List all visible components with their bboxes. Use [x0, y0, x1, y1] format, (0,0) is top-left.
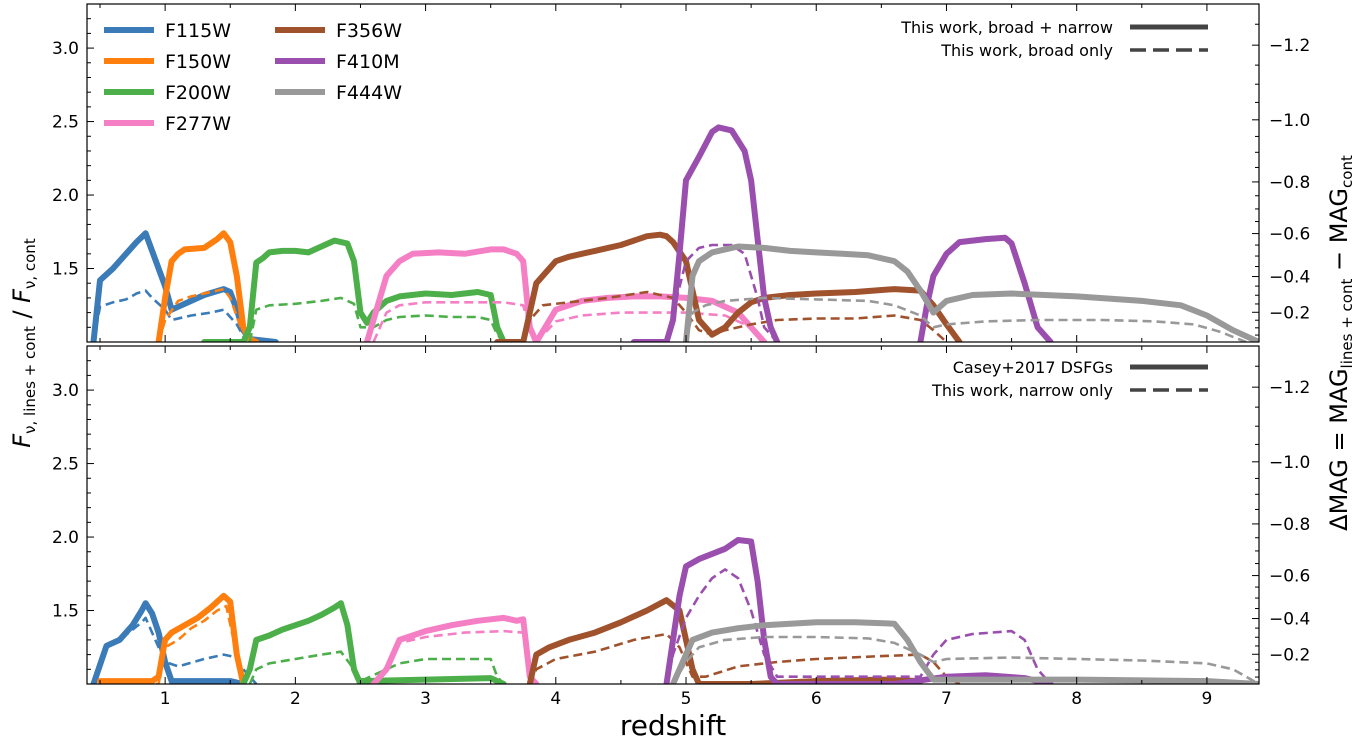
x-tick-label: 3 — [420, 689, 431, 709]
top-series-f115w-dashed-1 — [92, 289, 257, 342]
top-panel: 1.5 2.0 2.5 3.0 −0.2 −0.4 −0.6 −0.8 −1.0 −1.2 — [52, 3, 1310, 343]
bottom-series-f115w-solid-0 — [90, 600, 247, 684]
bottom-series-f115w-dashed-1 — [92, 616, 258, 684]
top-series-f150w-dashed-3 — [157, 287, 251, 342]
right-axis-title: ΔMAG = MAGlines + cont − MAGcont — [1325, 155, 1356, 531]
top-series-f277w-dashed-7 — [372, 301, 538, 342]
bottom-panel-frame — [86, 345, 1260, 685]
legend-label-f444w: F444W — [336, 82, 402, 104]
x-axis-title: redshift — [620, 709, 726, 741]
bottom-right-tick-label: −0.8 — [1269, 515, 1310, 535]
bottom-right-tick-label: −0.4 — [1269, 610, 1310, 630]
legend-label-f277w: F277W — [165, 113, 231, 135]
style-legend-top-label: This work, broad only — [940, 41, 1113, 60]
bottom-y-tick-label: 1.5 — [52, 602, 79, 622]
bottom-series-f356w-solid-9 — [526, 597, 924, 684]
style-legend-top-label: This work, broad + narrow — [900, 18, 1113, 37]
top-right-tick-label: −0.4 — [1269, 268, 1310, 288]
top-series-f200w-solid-4 — [201, 237, 507, 342]
top-series-f356w-dashed-11 — [521, 290, 948, 342]
filter-legend: F115W F150W F200W F277W F356W F410M F444W — [104, 20, 402, 135]
bottom-right-tick-label: −1.0 — [1269, 453, 1310, 473]
legend-label-f200w: F200W — [165, 82, 231, 104]
bottom-y-tick-label: 3.0 — [52, 381, 79, 401]
x-tick-label: 2 — [290, 689, 301, 709]
legend-label-f356w: F356W — [336, 20, 402, 42]
legend-label-f115w: F115W — [165, 20, 231, 42]
top-series-f410m-solid-12 — [630, 124, 781, 342]
x-tick-label: 7 — [941, 689, 952, 709]
bottom-right-tick-label: −0.2 — [1269, 645, 1310, 665]
top-right-tick-label: −0.2 — [1269, 303, 1310, 323]
top-series-f277w-dashed-9 — [535, 311, 766, 342]
left-axis-title: Fν, lines + cont / Fν, cont — [8, 238, 39, 448]
style-legend-bottom-label: This work, narrow only — [931, 381, 1113, 400]
bottom-series-f277w-solid-7 — [370, 614, 540, 684]
x-tick-label: 9 — [1201, 689, 1212, 709]
legend-label-f150w: F150W — [165, 51, 231, 73]
bottom-series-f200w-solid-4 — [240, 600, 364, 684]
bottom-series-f410m-dashed-12 — [665, 568, 1052, 684]
bottom-right-tick-label: −0.6 — [1269, 567, 1310, 587]
x-tick-label: 4 — [550, 689, 561, 709]
top-right-tick-label: −0.6 — [1269, 225, 1310, 245]
top-right-tick-label: −1.0 — [1269, 111, 1310, 131]
top-series-f150w-solid-2 — [155, 230, 260, 342]
bottom-series-f410m-solid-11 — [663, 537, 1054, 684]
legend-label-f410m: F410M — [336, 51, 400, 73]
x-tick-label: 8 — [1071, 689, 1082, 709]
bottom-series-f277w-dashed-8 — [372, 629, 538, 684]
top-series-f410m-solid-14 — [917, 234, 1054, 342]
top-series-f277w-solid-6 — [364, 246, 540, 342]
bottom-series-group — [90, 537, 1259, 684]
bottom-panel: 1.5 2.0 2.5 3.0 −0.2 −0.4 −0.6 −0.8 −1.0 −1.2 — [52, 345, 1310, 685]
style-legend-bottom-label: Casey+2017 DSFGs — [953, 358, 1113, 377]
style-legend-bottom: Casey+2017 DSFGs This work, narrow only — [931, 358, 1208, 400]
x-tick-label: 5 — [681, 689, 692, 709]
x-tick-label: 1 — [160, 689, 171, 709]
bottom-right-tick-label: −1.2 — [1269, 378, 1310, 398]
top-series-group — [90, 124, 1259, 342]
top-y-tick-label: 1.5 — [52, 260, 79, 280]
bottom-series-f356w-dashed-10 — [528, 632, 961, 684]
bottom-series-f150w-solid-2 — [97, 592, 247, 684]
top-series-f277w-solid-8 — [533, 293, 768, 342]
bottom-ticks: 1.5 2.0 2.5 3.0 −0.2 −0.4 −0.6 −0.8 −1.0 −1.2 — [52, 345, 1310, 685]
top-series-f410m-dashed-13 — [665, 243, 779, 342]
style-legend-top: This work, broad + narrow This work, broa… — [900, 18, 1208, 60]
bottom-y-tick-label: 2.0 — [52, 528, 79, 548]
bottom-series-f200w-solid-6 — [357, 675, 507, 684]
top-series-f444w-dashed-16 — [684, 296, 1247, 342]
top-y-tick-label: 2.0 — [52, 186, 79, 206]
top-y-tick-label: 3.0 — [52, 39, 79, 59]
x-tick-label: 6 — [811, 689, 822, 709]
x-tick-labels: 1 2 3 4 5 6 7 8 9 — [160, 689, 1213, 709]
top-right-tick-label: −1.2 — [1269, 36, 1310, 56]
top-right-tick-label: −0.8 — [1269, 173, 1310, 193]
top-y-tick-label: 2.5 — [52, 113, 79, 133]
bottom-series-f444w-dashed-14 — [671, 635, 1259, 684]
bottom-series-f444w-solid-13 — [670, 619, 1259, 684]
bottom-y-tick-label: 2.5 — [52, 455, 79, 475]
bottom-series-f150w-dashed-3 — [100, 604, 245, 684]
top-panel-frame — [86, 3, 1260, 343]
top-series-f444w-solid-15 — [683, 243, 1259, 342]
top-ticks: 1.5 2.0 2.5 3.0 −0.2 −0.4 −0.6 −0.8 −1.0 −1.2 — [52, 3, 1310, 343]
